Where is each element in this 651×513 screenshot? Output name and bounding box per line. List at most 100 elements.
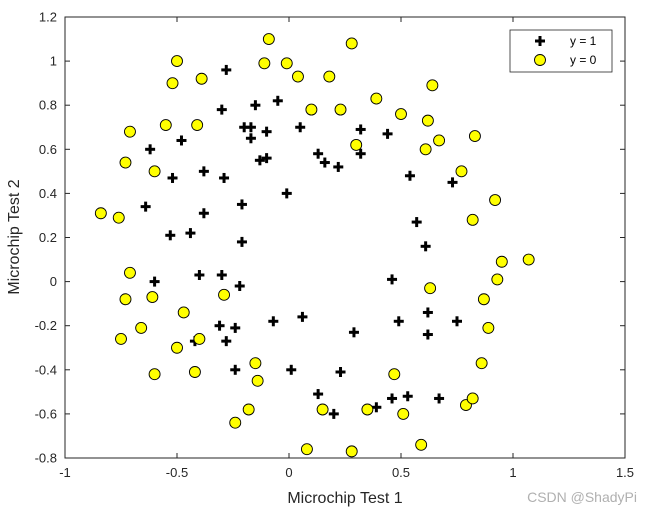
x-tick-label: 1.5: [616, 465, 634, 480]
y-tick-label: -0.6: [35, 406, 57, 421]
y-tick-label: 1.2: [39, 10, 57, 25]
data-point-plus: [165, 230, 176, 241]
legend-circle-icon: [534, 54, 546, 66]
data-point-circle: [229, 416, 242, 429]
y-axis-title: Microchip Test 2: [6, 179, 23, 294]
y-tick-label: 0.8: [39, 98, 57, 113]
data-point-circle: [112, 211, 125, 224]
data-point-circle: [124, 125, 136, 138]
data-point-plus: [214, 320, 225, 331]
data-point-circle: [489, 194, 502, 206]
data-point-circle: [350, 138, 363, 151]
y-tick-label: 0.4: [39, 186, 57, 201]
data-point-circle: [191, 119, 204, 131]
data-point-circle: [115, 332, 127, 345]
data-point-circle: [124, 266, 136, 279]
data-point-circle: [345, 445, 358, 458]
x-tick-label: -1: [59, 465, 71, 480]
data-point-plus: [198, 208, 209, 219]
data-point-plus: [219, 172, 230, 183]
data-point-plus: [281, 188, 292, 199]
data-point-plus: [230, 364, 241, 375]
data-point-circle: [171, 341, 183, 354]
data-point-plus: [387, 274, 398, 285]
data-point-plus: [328, 408, 339, 419]
data-point-plus: [268, 316, 279, 327]
y-tick-label: -0.4: [35, 362, 57, 377]
data-point-plus: [194, 269, 205, 280]
data-point-plus: [313, 148, 324, 159]
data-point-circle: [334, 103, 347, 116]
data-point-plus: [422, 329, 433, 340]
legend-label-y0: y = 0: [570, 53, 597, 67]
data-point-circle: [280, 57, 293, 70]
legend-box: [509, 29, 613, 73]
data-point-circle: [251, 374, 264, 387]
data-point-circle: [193, 332, 206, 345]
data-point-plus: [236, 199, 247, 210]
data-point-plus: [167, 172, 178, 183]
data-point-circle: [421, 114, 434, 127]
data-point-circle: [119, 293, 132, 306]
data-point-circle: [323, 70, 336, 83]
legend: y = 1 y = 0: [509, 29, 613, 73]
data-point-plus: [250, 100, 261, 111]
y-tick-label: 0.2: [39, 230, 57, 245]
x-axis-title: Microchip Test 1: [287, 490, 402, 507]
watermark: CSDN @ShadyPi: [527, 489, 637, 505]
data-point-plus: [236, 236, 247, 247]
data-point-plus: [245, 122, 256, 133]
data-point-circle: [94, 207, 107, 220]
data-point-circle: [316, 403, 329, 416]
data-point-plus: [145, 144, 156, 155]
data-point-plus: [261, 153, 272, 164]
data-point-circle: [491, 273, 504, 286]
data-point-circle: [218, 288, 230, 301]
data-point-circle: [300, 443, 313, 456]
data-point-plus: [422, 307, 433, 318]
data-point-plus: [216, 269, 227, 280]
data-point-circle: [433, 134, 446, 147]
data-point-circle: [361, 403, 374, 416]
data-point-circle: [495, 255, 508, 268]
x-tick-label: 1: [509, 465, 516, 480]
data-point-circle: [171, 55, 183, 68]
data-point-plus: [355, 148, 366, 159]
data-point-plus: [404, 170, 415, 181]
data-point-plus: [254, 155, 265, 166]
data-point-circle: [148, 165, 161, 178]
data-point-circle: [466, 392, 479, 405]
plot-area: [64, 16, 626, 459]
data-point-circle: [146, 291, 159, 303]
data-point-circle: [195, 72, 208, 85]
data-point-circle: [395, 108, 407, 120]
data-point-circle: [177, 306, 190, 319]
x-tick-label: 0.5: [392, 465, 410, 480]
data-point-plus: [434, 393, 445, 404]
data-point-plus: [221, 336, 232, 347]
data-point-circle: [424, 282, 437, 295]
y-tick-label: -0.2: [35, 318, 57, 333]
y-tick-label: 0.6: [39, 142, 57, 157]
y-tick-label: 1: [50, 54, 57, 69]
data-point-plus: [393, 316, 404, 327]
data-point-plus: [286, 364, 297, 375]
data-point-circle: [249, 357, 262, 370]
data-point-plus: [447, 177, 458, 188]
x-tick-label: -0.5: [166, 465, 188, 480]
data-point-circle: [305, 103, 318, 116]
data-point-plus: [411, 217, 422, 228]
data-point-circle: [522, 253, 535, 266]
data-point-circle: [466, 213, 479, 226]
data-point-plus: [221, 64, 232, 75]
data-point-plus: [216, 104, 227, 115]
data-point-circle: [166, 77, 179, 90]
data-point-circle: [370, 92, 383, 105]
data-point-circle: [388, 368, 401, 381]
data-point-plus: [261, 126, 272, 137]
legend-label-y1: y = 1: [570, 34, 597, 48]
legend-plus-icon: [535, 36, 545, 46]
data-point-circle: [258, 57, 271, 70]
data-point-plus: [348, 327, 359, 338]
